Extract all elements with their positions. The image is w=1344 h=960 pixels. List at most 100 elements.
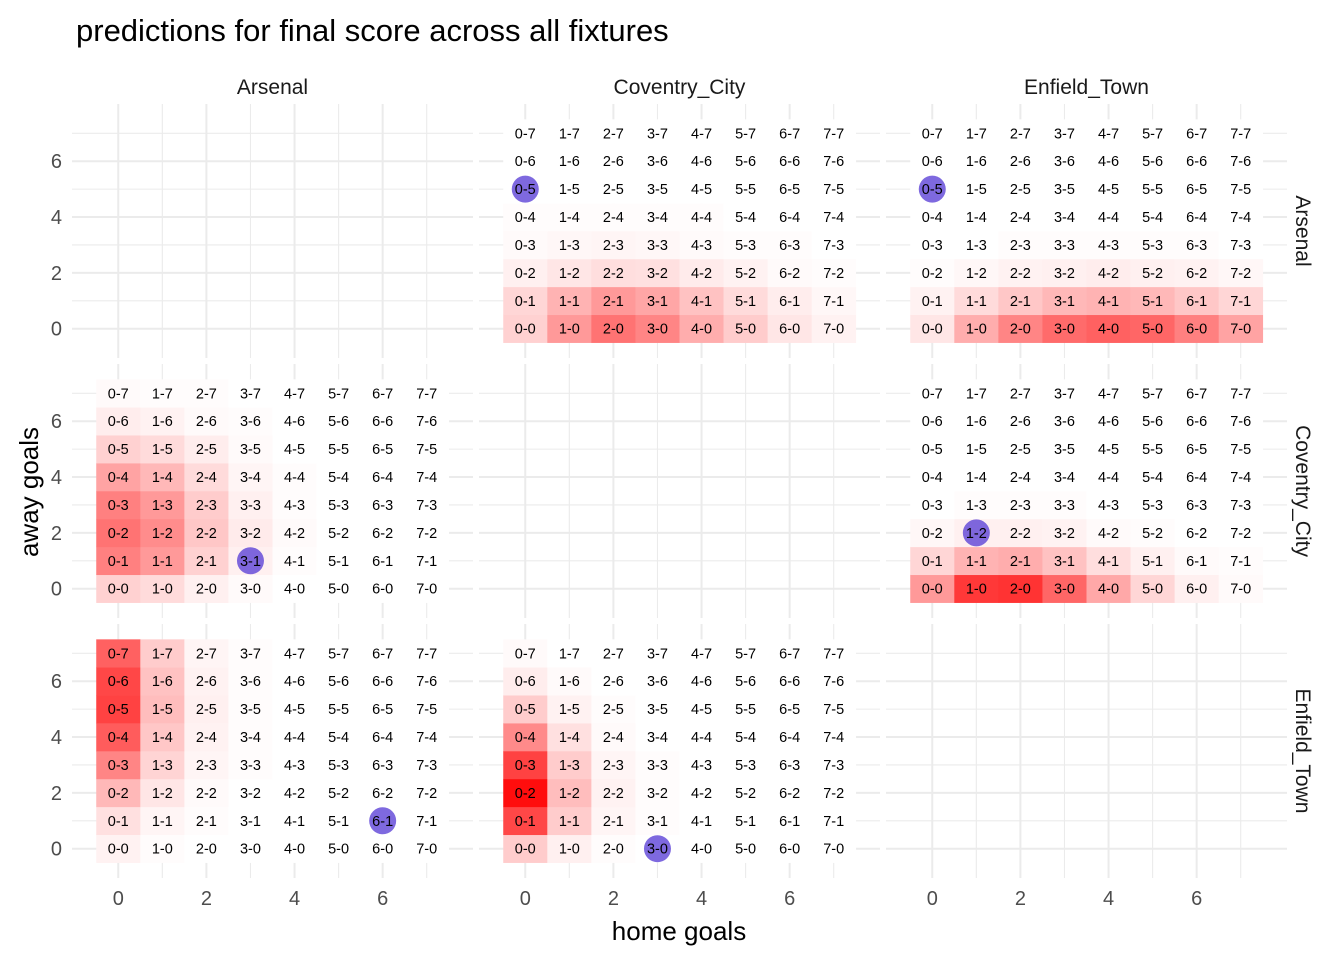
- score-label: 1-7: [559, 646, 580, 662]
- score-label: 1-3: [559, 238, 580, 254]
- heatmap-cell: [228, 435, 273, 464]
- heatmap-cell: [954, 546, 999, 576]
- score-label: 4-5: [1098, 182, 1119, 198]
- score-label: 6-5: [779, 182, 800, 198]
- heatmap-cell: [1042, 463, 1087, 492]
- heatmap-cell: [547, 806, 592, 836]
- score-label: 0-1: [515, 814, 536, 830]
- score-label: 7-4: [1230, 470, 1251, 486]
- score-label: 3-3: [647, 758, 668, 774]
- score-label: 7-1: [823, 814, 844, 830]
- score-label: 6-5: [1186, 182, 1207, 198]
- score-label: 5-6: [328, 674, 349, 690]
- heatmap-cell: [1218, 407, 1264, 436]
- row-strip-label: Coventry_City: [1291, 425, 1314, 557]
- heatmap-cell: [316, 546, 361, 576]
- score-label: 7-4: [823, 210, 844, 226]
- score-label: 4-5: [1098, 442, 1119, 458]
- heatmap-cell: [1042, 518, 1087, 548]
- score-label: 3-1: [1054, 294, 1075, 310]
- heatmap-cell: [635, 806, 680, 836]
- heatmap-cell: [404, 491, 450, 520]
- score-label: 6-1: [779, 814, 800, 830]
- heatmap-cell: [96, 639, 141, 668]
- score-label: 6-2: [779, 786, 800, 802]
- score-label: 3-1: [1054, 554, 1075, 570]
- score-label: 5-1: [735, 814, 756, 830]
- strips-layer: Arsenal Coventry_City Enfield_Town Arsenal C…: [237, 76, 1314, 813]
- row-strip-label: Arsenal: [1291, 195, 1314, 266]
- score-label: 5-7: [1142, 386, 1163, 402]
- score-label: 4-5: [691, 702, 712, 718]
- heatmap-cell: [360, 435, 405, 464]
- score-label: 5-2: [735, 786, 756, 802]
- cells-layer: [96, 119, 1264, 863]
- score-label: 5-0: [328, 582, 349, 598]
- heatmap-cell: [316, 778, 361, 808]
- heatmap-cell: [1218, 175, 1264, 204]
- score-label: 2-6: [196, 674, 217, 690]
- heatmap-cell: [811, 258, 857, 288]
- score-label: 6-5: [372, 442, 393, 458]
- score-label: 5-7: [328, 386, 349, 402]
- heatmap-cell: [1042, 203, 1087, 232]
- heatmap-cell: [679, 834, 724, 863]
- heatmap-cell: [998, 435, 1043, 464]
- heatmap-cell: [1130, 147, 1175, 176]
- heatmap-cell: [954, 231, 999, 260]
- heatmap-cell: [998, 463, 1043, 492]
- heatmap-cell: [404, 667, 450, 696]
- score-label: 4-7: [1098, 126, 1119, 142]
- score-label: 4-3: [284, 758, 305, 774]
- x-tick-label: 6: [377, 888, 388, 910]
- score-label: 7-4: [823, 730, 844, 746]
- heatmap-cell: [228, 778, 273, 808]
- heatmap-cell: [1174, 314, 1219, 343]
- score-label: 1-2: [966, 266, 987, 282]
- score-label: 3-6: [647, 674, 668, 690]
- heatmap-cell: [910, 314, 955, 343]
- heatmap-cell: [767, 286, 812, 316]
- score-label: 0-4: [108, 730, 129, 746]
- heatmap-cell: [316, 834, 361, 863]
- chart-title: predictions for final score across all f…: [76, 13, 669, 48]
- score-label: 6-1: [372, 554, 393, 570]
- y-tick-label: 0: [51, 839, 62, 861]
- score-label: 1-3: [966, 498, 987, 514]
- heatmap-cell: [767, 175, 812, 204]
- heatmap-cell: [635, 695, 680, 724]
- heatmap-cell: [316, 751, 361, 780]
- score-label: 0-4: [922, 470, 943, 486]
- heatmap-cell: [184, 667, 229, 696]
- heatmap-cell: [184, 463, 229, 492]
- score-label: 5-4: [735, 210, 756, 226]
- score-label: 1-4: [559, 210, 580, 226]
- score-label: 0-3: [515, 238, 536, 254]
- heatmap-cell: [910, 203, 955, 232]
- score-label: 2-1: [196, 814, 217, 830]
- score-label: 6-4: [1186, 470, 1207, 486]
- score-label: 2-6: [1010, 154, 1031, 170]
- score-label: 0-0: [922, 322, 943, 338]
- heatmap-cell: [404, 518, 450, 548]
- score-label: 4-3: [1098, 498, 1119, 514]
- score-label: 2-1: [603, 294, 624, 310]
- heatmap-cell: [910, 379, 955, 408]
- score-label: 3-2: [1054, 526, 1075, 542]
- heatmap-cell: [910, 546, 955, 576]
- heatmap-cell: [184, 546, 229, 576]
- heatmap-cell: [1042, 491, 1087, 520]
- score-label: 7-1: [1230, 554, 1251, 570]
- heatmap-cell: [811, 147, 857, 176]
- predicted-score-marker: [918, 175, 946, 203]
- score-label: 6-0: [372, 582, 393, 598]
- score-label: 2-7: [1010, 386, 1031, 402]
- heatmap-cell: [503, 314, 548, 343]
- heatmap-cell: [723, 231, 768, 260]
- score-label: 1-0: [559, 322, 580, 338]
- heatmap-cell: [767, 147, 812, 176]
- score-label: 0-2: [922, 266, 943, 282]
- heatmap-cell: [272, 667, 317, 696]
- heatmap-cell: [1086, 175, 1131, 204]
- score-label: 0-7: [922, 126, 943, 142]
